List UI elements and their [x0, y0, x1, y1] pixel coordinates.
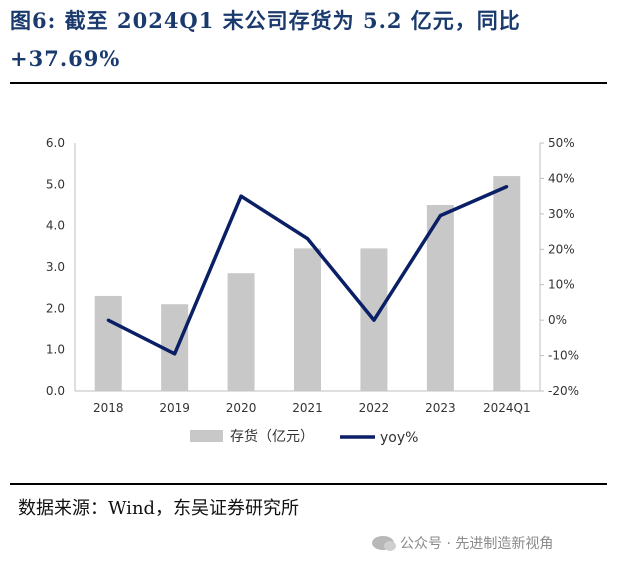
source-note: 数据来源：Wind，东吴证券研究所 [18, 498, 300, 519]
figure-title: 图6: 截至 2024Q1 末公司存货为 5.2 亿元，同比 +37.69% [10, 2, 610, 78]
y-left-tick-label: 6.0 [46, 136, 65, 150]
legend-bar-swatch [190, 430, 223, 442]
legend-bar-label: 存货（亿元） [230, 428, 314, 445]
yoy-point [438, 214, 442, 218]
x-tick-label: 2022 [359, 401, 390, 415]
bar [94, 295, 122, 391]
title-line-1: 图6: 截至 2024Q1 末公司存货为 5.2 亿元，同比 [10, 8, 521, 33]
legend-line-label: yoy% [380, 430, 418, 446]
bar [493, 176, 521, 391]
y-left-tick-label: 3.0 [46, 260, 65, 274]
y-left-tick-label: 2.0 [46, 301, 65, 315]
x-tick-label: 2018 [93, 401, 124, 415]
watermark-text: 公众号 · 先进制造新视角 [400, 536, 554, 552]
yoy-point [306, 237, 309, 241]
yoy-point [173, 352, 177, 356]
y-left-tick-label: 0.0 [46, 384, 65, 398]
y-right-tick-label: 10% [548, 278, 575, 292]
yoy-point [239, 194, 243, 198]
bar [426, 205, 454, 391]
watermark: 公众号 · 先进制造新视角 [372, 533, 553, 553]
bar [294, 248, 321, 391]
y-right-tick-label: 0% [548, 313, 567, 327]
y-left-tick-label: 1.0 [46, 343, 65, 357]
source-rule [10, 483, 607, 485]
bar [227, 273, 255, 391]
x-tick-label: 2020 [226, 401, 257, 415]
y-right-tick-label: 50% [548, 136, 575, 150]
y-left-tick-label: 5.0 [46, 177, 65, 191]
title-rule [10, 82, 607, 84]
y-right-tick-label: 40% [548, 171, 575, 185]
title-line-2: +37.69% [10, 46, 121, 71]
x-tick-label: 2021 [292, 401, 323, 415]
y-right-tick-label: -10% [548, 349, 579, 363]
y-left-tick-label: 4.0 [46, 219, 65, 233]
x-tick-label: 2024Q1 [483, 401, 531, 415]
yoy-point [505, 185, 509, 189]
wechat-icon [372, 536, 396, 551]
yoy-point [106, 318, 110, 322]
inventory-chart: 0.0 1.0 2.0 3.0 4.0 5.0 6.0 -20% -10% 0% 10% 20% 30%… [46, 136, 579, 446]
yoy-point [372, 318, 376, 322]
x-tick-label: 2023 [425, 401, 456, 415]
y-right-tick-label: -20% [548, 384, 579, 398]
y-right-tick-label: 30% [548, 207, 575, 221]
y-right-tick-label: 20% [548, 242, 575, 256]
x-tick-label: 2019 [159, 401, 190, 415]
